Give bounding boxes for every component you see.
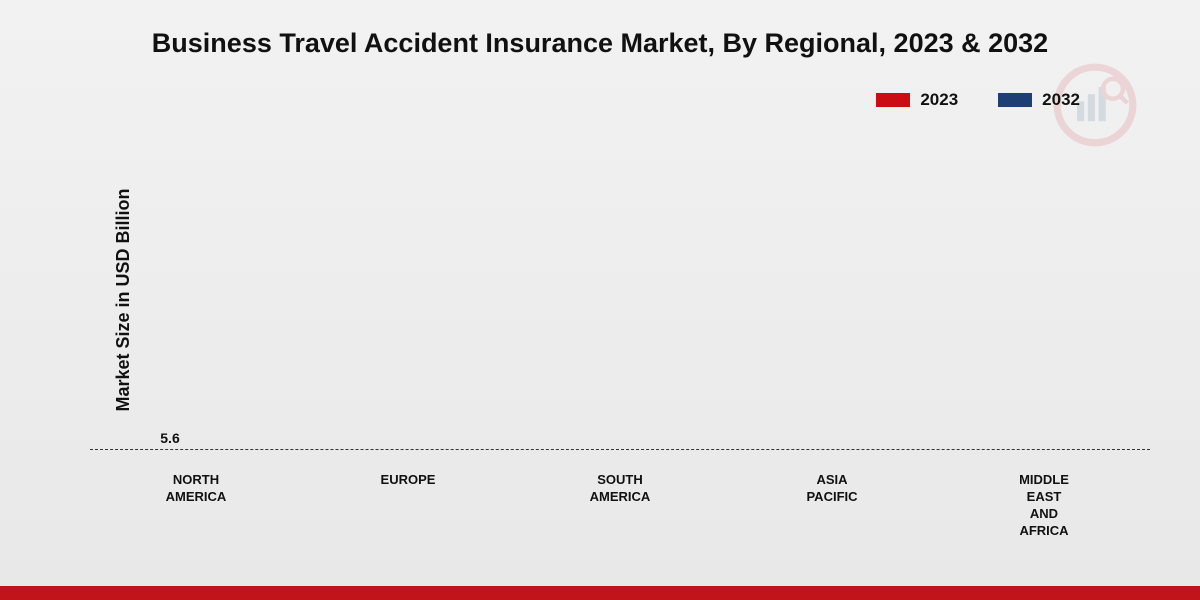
x-axis-labels: NORTH AMERICA EUROPE SOUTH AMERICA ASIA PAC… (90, 472, 1150, 540)
legend-swatch-2032 (998, 93, 1032, 107)
x-axis-label: SOUTH AMERICA (560, 472, 680, 540)
legend-item-2023: 2023 (876, 90, 958, 110)
chart-title: Business Travel Accident Insurance Marke… (0, 28, 1200, 59)
x-axis-label: ASIA PACIFIC (772, 472, 892, 540)
x-axis-label: NORTH AMERICA (136, 472, 256, 540)
x-axis-label: EUROPE (348, 472, 468, 540)
legend: 2023 2032 (876, 90, 1080, 110)
footer-accent-bar (0, 586, 1200, 600)
x-axis-label: MIDDLE EAST AND AFRICA (984, 472, 1104, 540)
legend-swatch-2023 (876, 93, 910, 107)
chart-plot-area: 5.6 (90, 160, 1150, 450)
legend-item-2032: 2032 (998, 90, 1080, 110)
baseline (90, 449, 1150, 450)
legend-label-2032: 2032 (1042, 90, 1080, 110)
bars-container: 5.6 (90, 160, 1150, 450)
legend-label-2023: 2023 (920, 90, 958, 110)
bar-value-label: 5.6 (144, 430, 196, 450)
